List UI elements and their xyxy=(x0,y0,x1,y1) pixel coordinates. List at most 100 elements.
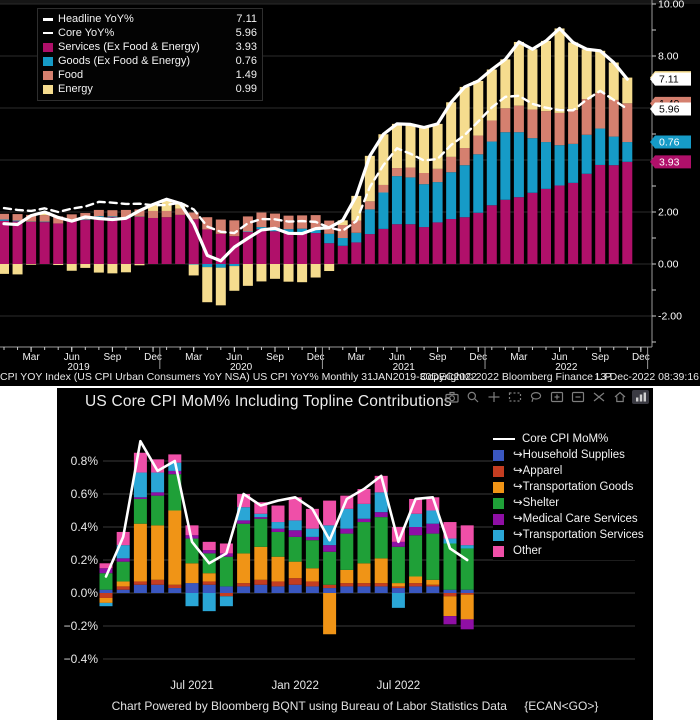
legend-item[interactable]: Core CPI MoM% xyxy=(493,432,651,446)
copyright-text: Copyright© 2022 Bloomberg Finance L.P. xyxy=(420,371,614,383)
legend-swatch xyxy=(493,546,504,557)
svg-text:7.11: 7.11 xyxy=(659,74,679,86)
legend-label: ↪Shelter xyxy=(513,497,560,509)
legend-item[interactable]: ↪Household Supplies xyxy=(493,448,651,462)
legend-label: Energy xyxy=(58,83,93,95)
legend-swatch xyxy=(493,482,504,493)
svg-text:Jul 2021: Jul 2021 xyxy=(170,680,213,692)
zoom-icon[interactable] xyxy=(464,390,481,404)
svg-text:Jan 2022: Jan 2022 xyxy=(272,680,319,692)
svg-text:0.0%: 0.0% xyxy=(71,586,99,600)
legend-label: Services (Ex Food & Energy) xyxy=(58,41,200,53)
legend-label: ↪Medical Care Services xyxy=(513,513,638,525)
svg-text:-2.00: -2.00 xyxy=(658,311,682,323)
footer-text: Chart Powered by Bloomberg BQNT using Bu… xyxy=(111,699,507,713)
svg-text:2021: 2021 xyxy=(393,362,416,370)
core-line xyxy=(2,89,629,235)
core-cpi-mom-section: US Core CPI MoM% Including Topline Contr… xyxy=(0,386,700,726)
bottom-chart-title: US Core CPI MoM% Including Topline Contr… xyxy=(85,393,452,410)
camera-icon[interactable] xyxy=(443,390,460,404)
core-cpi-mom-panel: US Core CPI MoM% Including Topline Contr… xyxy=(57,388,653,720)
legend-value: 0.76 xyxy=(235,55,257,67)
legend-item[interactable]: Other xyxy=(493,544,651,558)
chart-toolbar xyxy=(443,390,649,404)
top-edge-strip xyxy=(0,0,700,4)
legend-label: ↪Household Supplies xyxy=(513,449,625,461)
zoom-out-icon[interactable] xyxy=(569,390,586,404)
home-icon[interactable] xyxy=(611,390,628,404)
svg-text:0.76: 0.76 xyxy=(659,137,680,149)
svg-text:0.8%: 0.8% xyxy=(71,454,99,468)
legend-item[interactable]: Headline YoY% 7.11 xyxy=(43,12,257,26)
legend-swatch xyxy=(493,498,504,509)
svg-text:5.96: 5.96 xyxy=(659,104,680,116)
legend-label: Headline YoY% xyxy=(58,13,134,25)
svg-text:−0.2%: −0.2% xyxy=(64,619,99,633)
legend-value: 5.96 xyxy=(235,27,257,39)
svg-text:Jun: Jun xyxy=(551,352,567,363)
legend-item[interactable]: Food 1.49 xyxy=(43,68,257,82)
legend-swatch xyxy=(493,514,504,525)
legend-item[interactable]: Core YoY% 5.96 xyxy=(43,26,257,40)
lasso-select-icon[interactable] xyxy=(527,390,544,404)
legend-swatch xyxy=(493,530,504,541)
legend-value: 0.99 xyxy=(235,83,257,95)
legend-line-swatch xyxy=(43,17,53,21)
svg-text:Sep: Sep xyxy=(266,352,284,363)
legend-label: ↪Transportation Goods xyxy=(513,481,634,493)
pan-icon[interactable] xyxy=(485,390,502,404)
svg-text:Jul 2022: Jul 2022 xyxy=(377,680,420,692)
core-cpi-mom-plot: 0.8% 0.6% 0.4% 0.2% 0.0% −0.2% −0.4% Jul 2021 Ja… xyxy=(64,439,635,692)
svg-text:2.00: 2.00 xyxy=(658,207,679,219)
legend-swatch xyxy=(43,84,53,94)
svg-text:Sep: Sep xyxy=(591,352,609,363)
svg-text:2019: 2019 xyxy=(67,362,90,370)
svg-text:10.00: 10.00 xyxy=(658,0,684,11)
zoom-in-icon[interactable] xyxy=(548,390,565,404)
legend-item[interactable]: Energy 0.99 xyxy=(43,82,257,96)
svg-text:Mar: Mar xyxy=(185,352,203,363)
chart-caption-row: CPI YOY Index (US CPI Urban Consumers Yo… xyxy=(0,370,700,386)
legend-line-swatch xyxy=(43,32,53,34)
core-cpi-mom-legend: Core CPI MoM% ↪Household Supplies ↪Apparel… xyxy=(493,432,651,560)
legend-label: Core YoY% xyxy=(58,27,115,39)
svg-text:2020: 2020 xyxy=(230,362,253,370)
right-axis: 10.00 8.00 2.00 0.00 -2.00 xyxy=(651,0,684,347)
legend-item[interactable]: ↪Medical Care Services xyxy=(493,512,651,526)
chart-logo-icon[interactable] xyxy=(632,390,649,404)
svg-text:Dec: Dec xyxy=(632,352,650,363)
legend-label: Goods (Ex Food & Energy) xyxy=(58,55,191,67)
svg-text:−0.4%: −0.4% xyxy=(64,652,99,666)
legend-item[interactable]: ↪Shelter xyxy=(493,496,651,510)
cpi-yoy-chart-section: 10.00 8.00 2.00 0.00 -2.00 0.99 1.49 7.11 5.96 0.… xyxy=(0,0,700,386)
legend-item[interactable]: Services (Ex Food & Energy) 3.93 xyxy=(43,40,257,54)
cpi-yoy-plot: 10.00 8.00 2.00 0.00 -2.00 0.99 1.49 7.11 5.96 0.… xyxy=(0,0,691,370)
timestamp: 13-Dec-2022 08:39:16 xyxy=(594,371,700,383)
svg-text:2022: 2022 xyxy=(555,362,578,370)
last-value-badges: 0.991.497.115.960.763.93 xyxy=(650,71,691,169)
legend-value: 3.93 xyxy=(235,41,257,53)
svg-text:0.2%: 0.2% xyxy=(71,553,99,567)
svg-text:Mar: Mar xyxy=(510,352,528,363)
legend-item[interactable]: ↪Apparel xyxy=(493,464,651,478)
headline-line xyxy=(2,26,629,263)
svg-text:Mar: Mar xyxy=(348,352,366,363)
svg-text:Sep: Sep xyxy=(104,352,122,363)
legend-swatch xyxy=(43,56,53,66)
svg-text:8.00: 8.00 xyxy=(658,51,679,63)
svg-text:Sep: Sep xyxy=(429,352,447,363)
legend-item[interactable]: ↪Transportation Goods xyxy=(493,480,651,494)
security-description: CPI YOY Index (US CPI Urban Consumers Yo… xyxy=(0,371,477,383)
svg-text:0.4%: 0.4% xyxy=(71,520,99,534)
legend-value: 7.11 xyxy=(236,13,257,25)
legend-label: Other xyxy=(513,545,542,557)
svg-text:3.93: 3.93 xyxy=(659,156,680,168)
legend-item[interactable]: ↪Transportation Services xyxy=(493,528,651,542)
cpi-yoy-legend: Headline YoY% 7.11 Core YoY% 5.96 Services (… xyxy=(37,8,263,101)
svg-text:Dec: Dec xyxy=(469,352,487,363)
box-select-icon[interactable] xyxy=(506,390,523,404)
autoscale-icon[interactable] xyxy=(590,390,607,404)
legend-swatch xyxy=(493,466,504,477)
svg-text:Jun: Jun xyxy=(64,352,80,363)
legend-item[interactable]: Goods (Ex Food & Energy) 0.76 xyxy=(43,54,257,68)
